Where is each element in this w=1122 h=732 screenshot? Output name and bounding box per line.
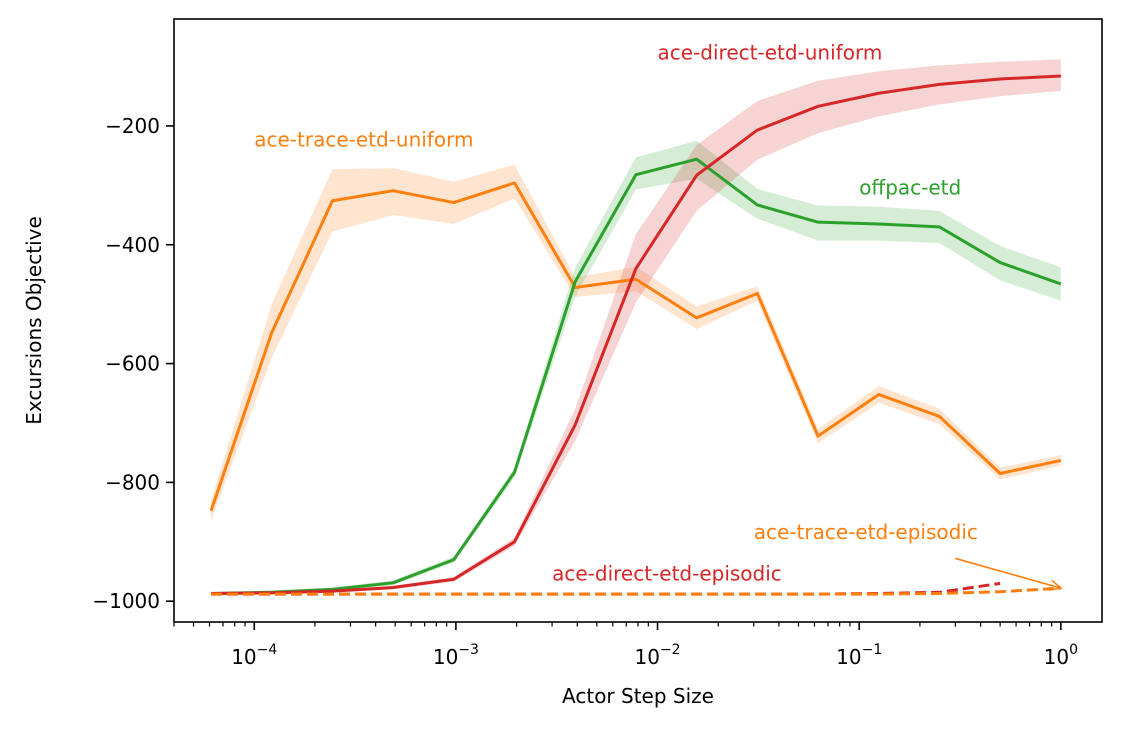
y-tick-label: −400	[105, 233, 160, 257]
series-annotations: ace-direct-etd-uniform ace-trace-etd-unif…	[254, 40, 1063, 592]
x-tick-label: 10−1	[836, 642, 882, 669]
annotation-ace-trace-etd-uniform: ace-trace-etd-uniform	[254, 128, 473, 152]
annotation-ace-direct-etd-episodic: ace-direct-etd-episodic	[552, 561, 782, 585]
x-tick-label: 100	[1044, 642, 1078, 669]
annotation-arrow-head	[1048, 579, 1063, 592]
y-tick-label: −600	[105, 352, 160, 376]
x-tick-label: 10−4	[231, 642, 277, 669]
x-axis: 10−4 10−3 10−2 10−1 100	[173, 622, 1078, 669]
series-lines	[209, 74, 1062, 596]
line-ace-direct-etd-uniform	[210, 74, 1061, 595]
annotation-offpac-etd: offpac-etd	[859, 175, 961, 199]
annotation-ace-direct-etd-uniform: ace-direct-etd-uniform	[658, 40, 883, 64]
y-axis: −200 −400 −600 −800 −1000	[92, 114, 174, 613]
annotation-arrow-line	[955, 557, 1062, 589]
y-tick-label: −200	[105, 114, 160, 138]
x-tick-label: 10−2	[634, 642, 680, 669]
x-tick-label: 10−3	[433, 642, 479, 669]
y-tick-label: −800	[105, 470, 160, 494]
line-ace-trace-etd-episodic	[211, 586, 1061, 596]
line-ace-trace-etd-uniform	[209, 181, 1062, 512]
line-offpac-etd	[210, 157, 1062, 595]
y-axis-label: Excursions Objective	[22, 216, 46, 425]
y-tick-label: −1000	[92, 589, 160, 613]
x-axis-label: Actor Step Size	[562, 684, 714, 708]
annotation-ace-trace-etd-episodic: ace-trace-etd-episodic	[754, 520, 978, 544]
